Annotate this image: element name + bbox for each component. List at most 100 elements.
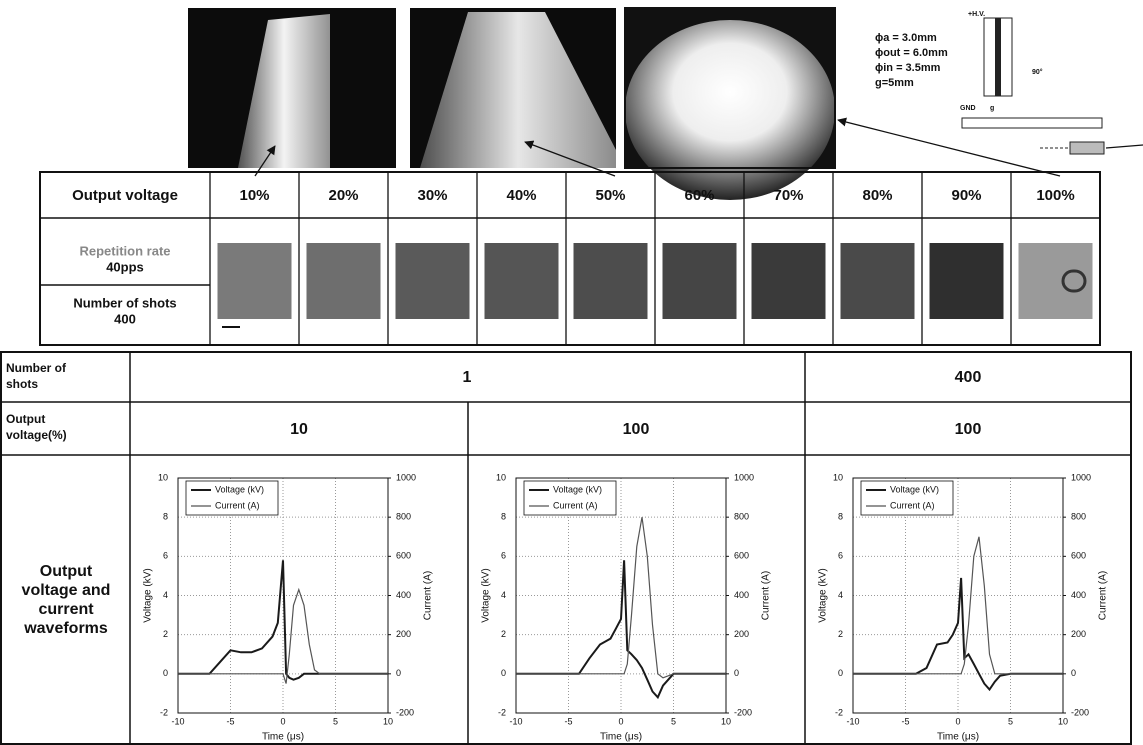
y2-tick-label: -200 [1071,707,1089,717]
x-tick-label: 0 [618,716,623,726]
y-axis-label: Voltage (kV) [143,568,154,622]
x-tick-label: 0 [280,716,285,726]
cell: 100 [955,421,982,438]
row-label: Output [40,563,93,580]
y2-tick-label: -200 [396,707,414,717]
crater-image [663,243,737,319]
y-tick-label: 4 [501,590,506,600]
column-header: 10% [239,187,269,204]
ground-plate [962,118,1102,128]
y-tick-label: -2 [498,707,506,717]
x-tick-label: 10 [1058,716,1068,726]
column-header: Output voltage [72,187,178,204]
crater-image [1019,243,1093,319]
x-tick-label: -10 [509,716,522,726]
x-tick-label: 5 [333,716,338,726]
y-tick-label: 2 [163,629,168,639]
waveform-table: Number of shots Output voltage(%) Output… [1,352,1131,745]
y2-tick-label: 200 [734,629,749,639]
y-tick-label: 10 [158,472,168,482]
y2-tick-label: 1000 [396,472,416,482]
column-header: 70% [773,187,803,204]
y2-axis-label: Current (A) [761,571,772,620]
x-tick-label: 10 [721,716,731,726]
diagram-text: g [990,105,994,112]
y-tick-label: 0 [163,668,168,678]
diagram-text: +H.V. [968,11,985,18]
column-header: 30% [417,187,447,204]
cell: 400 [955,369,982,386]
legend-label: Voltage (kV) [215,484,264,494]
legend-label: Voltage (kV) [890,484,939,494]
crater-image [218,243,292,319]
y2-tick-label: 400 [1071,590,1086,600]
y-tick-label: 8 [838,512,843,522]
row-label: current [38,601,94,618]
y2-tick-label: 800 [396,512,411,522]
legend-label: Current (A) [215,500,260,510]
row-label: shots [6,377,38,391]
y-tick-label: 6 [163,551,168,561]
x-tick-label: -5 [901,716,909,726]
y-tick-label: 10 [496,472,506,482]
x-axis-label: Time (μs) [262,732,304,743]
x-axis-label: Time (μs) [600,732,642,743]
row-label: 40pps [106,259,144,274]
y-tick-label: 6 [501,551,506,561]
row-label: Number of [6,361,67,375]
crater-image [574,243,648,319]
crater-image [485,243,559,319]
row-label: voltage(%) [6,428,67,442]
x-tick-label: 5 [1008,716,1013,726]
y2-tick-label: 200 [396,629,411,639]
column-header: 20% [328,187,358,204]
chart: -10-50510-20246810-20002004006008001000T… [818,472,1109,742]
y-tick-label: 8 [501,512,506,522]
diagram-text: ϕin = 3.5mm [875,62,941,74]
y2-tick-label: -200 [734,707,752,717]
arrow [1106,145,1143,148]
x-axis-label: Time (μs) [937,732,979,743]
crater-image [752,243,826,319]
y-tick-label: 2 [501,629,506,639]
row-label: Output [6,412,45,426]
column-header: 100% [1036,187,1074,204]
y2-tick-label: 0 [1071,668,1076,678]
row-label: voltage and [22,582,111,599]
cell: 100 [623,421,650,438]
diagram-text: ϕout = 6.0mm [875,47,948,59]
crater-image [396,243,470,319]
legend-label: Current (A) [890,500,935,510]
column-header: 90% [951,187,981,204]
row-label: 400 [114,311,136,326]
y2-axis-label: Current (A) [1098,571,1109,620]
y2-tick-label: 600 [1071,551,1086,561]
electrode [995,18,1001,96]
row-label: waveforms [23,620,108,637]
data-line [178,590,388,684]
legend-label: Current (A) [553,500,598,510]
y2-tick-label: 800 [734,512,749,522]
y-tick-label: 2 [838,629,843,639]
y-tick-label: 6 [838,551,843,561]
diagram-text: 90° [1032,68,1043,76]
y2-tick-label: 1000 [734,472,754,482]
y-tick-label: -2 [835,707,843,717]
y-axis-label: Voltage (kV) [818,568,829,622]
x-tick-label: -10 [171,716,184,726]
data-line [853,537,1063,674]
y2-tick-label: 400 [734,590,749,600]
crater-image [930,243,1004,319]
diagram-text: GND [960,105,976,112]
x-tick-label: -5 [226,716,234,726]
column-header: 50% [595,187,625,204]
y-tick-label: 4 [163,590,168,600]
column-header: 40% [506,187,536,204]
diagram-text: ϕa = 3.0mm [875,32,937,44]
y-axis-label: Voltage (kV) [481,568,492,622]
crater-image [307,243,381,319]
row-label: Repetition rate [79,243,170,258]
figure: ϕa = 3.0mm ϕout = 6.0mm ϕin = 3.5mm g=5m… [0,0,1143,745]
